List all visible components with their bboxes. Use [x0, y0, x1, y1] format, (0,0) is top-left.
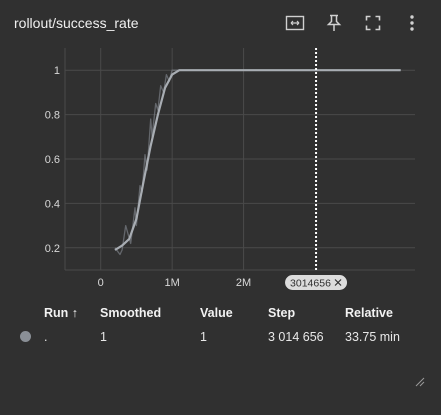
table-header: Run ↑ Smoothed Value Step Relative: [0, 300, 441, 324]
more-options-button[interactable]: [392, 10, 431, 36]
fullscreen-button[interactable]: [353, 10, 392, 36]
header-smoothed[interactable]: Smoothed: [100, 306, 162, 320]
header-step[interactable]: Step: [268, 306, 296, 320]
pin-icon: [326, 14, 341, 31]
step-value: 3 014 656: [268, 330, 324, 344]
x-tick-label: 2M: [236, 277, 251, 289]
more-vert-icon: [409, 15, 414, 31]
raw-series-line: [114, 69, 401, 256]
fit-domain-icon: [285, 15, 304, 31]
y-tick-label: 0.8: [45, 110, 60, 122]
step-marker-label: 3014656: [290, 278, 331, 290]
step-marker-chip[interactable]: [285, 275, 348, 290]
y-tick-label: 0.6: [45, 154, 60, 166]
y-tick-label: 1: [54, 65, 60, 77]
fit-domain-button[interactable]: [275, 10, 314, 36]
chart-title: rollout/success_rate: [14, 15, 139, 31]
smoothed-value: 1: [100, 330, 107, 344]
card-toolbar: [275, 10, 431, 36]
x-tick-label: 0: [98, 277, 104, 289]
run-color-dot: [20, 331, 31, 342]
y-tick-label: 0.2: [45, 243, 60, 255]
raw-value: 1: [200, 330, 207, 344]
fullscreen-icon: [365, 15, 380, 31]
relative-time: 33.75 min: [345, 330, 400, 344]
run-table: Run ↑ Smoothed Value Step Relative . 1 1…: [0, 300, 441, 348]
table-row: . 1 1 3 014 656 33.75 min: [0, 324, 441, 348]
header-value[interactable]: Value: [200, 306, 233, 320]
header-relative[interactable]: Relative: [345, 306, 393, 320]
run-name: .: [44, 330, 48, 344]
smoothed-series-line: [114, 69, 401, 251]
close-icon[interactable]: [334, 279, 342, 286]
y-tick-label: 0.4: [45, 198, 60, 210]
line-chart[interactable]: 0 1M 2M 0.2 0.4 0.6 0.8 1 3014656: [0, 40, 441, 295]
x-tick-label: 1M: [165, 277, 180, 289]
resize-handle-icon[interactable]: [415, 377, 425, 387]
header-run[interactable]: Run ↑: [44, 306, 79, 320]
pin-button[interactable]: [314, 10, 353, 36]
